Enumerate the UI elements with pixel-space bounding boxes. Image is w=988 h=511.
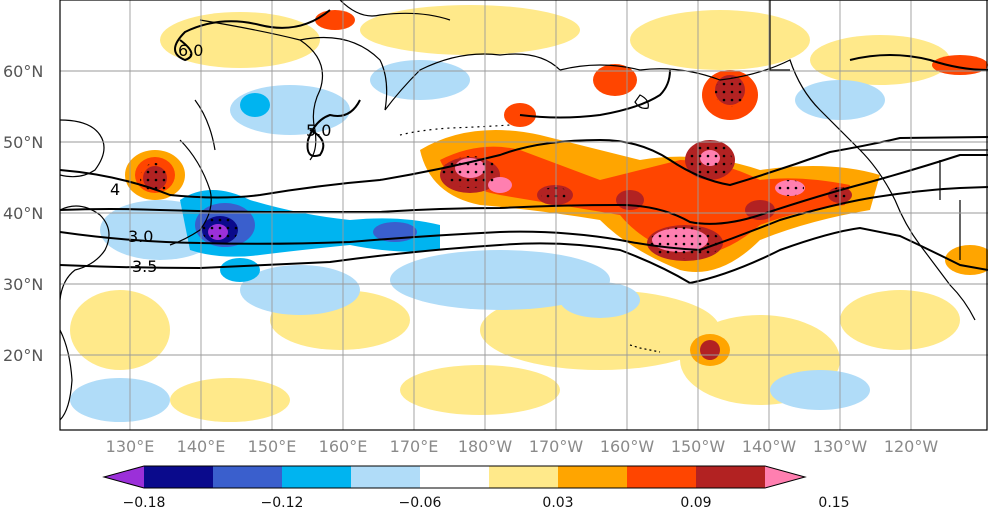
lat-label: 40°N bbox=[3, 204, 43, 223]
colorbar-bin bbox=[558, 466, 627, 488]
colorbar-bin bbox=[696, 466, 765, 488]
colorbar-tick-label: 0.09 bbox=[680, 495, 711, 511]
contour-label: 4 bbox=[110, 180, 120, 199]
lat-label: 60°N bbox=[3, 62, 43, 81]
colorbar-bin bbox=[765, 466, 805, 488]
graticule bbox=[60, 0, 988, 430]
lat-label: 30°N bbox=[3, 275, 43, 294]
colorbar-bin bbox=[351, 466, 420, 488]
lon-label: 130°E bbox=[106, 437, 155, 456]
colorbar-bin bbox=[144, 466, 213, 488]
contour-label: 3.5 bbox=[132, 257, 157, 276]
lon-label: 180°W bbox=[458, 437, 513, 456]
lon-label: 130°W bbox=[813, 437, 868, 456]
lon-label: 160°W bbox=[600, 437, 655, 456]
colorbar bbox=[102, 465, 807, 489]
colorbar-bin bbox=[627, 466, 696, 488]
colorbar-tick-label: −0.18 bbox=[123, 495, 166, 511]
lat-label: 50°N bbox=[3, 133, 43, 152]
contour-labels: 6.0 5.0 4 3.0 3.5 bbox=[110, 41, 331, 276]
lon-label: 140°W bbox=[742, 437, 797, 456]
mean-contours bbox=[60, 9, 988, 285]
significance-stippling bbox=[140, 77, 850, 259]
colorbar-bin bbox=[420, 466, 489, 488]
contour-label: 5.0 bbox=[306, 121, 331, 140]
contour-label: 3.0 bbox=[128, 227, 153, 246]
colorbar-bin bbox=[104, 466, 144, 488]
map-frame bbox=[59, 0, 988, 431]
colorbar-bin bbox=[489, 466, 558, 488]
lon-label: 150°E bbox=[248, 437, 297, 456]
lon-label: 170°E bbox=[390, 437, 439, 456]
lon-label: 140°E bbox=[177, 437, 226, 456]
colorbar-bin bbox=[282, 466, 351, 488]
contour-label: 6.0 bbox=[178, 41, 203, 60]
lon-label: 160°E bbox=[319, 437, 368, 456]
colorbar-bin bbox=[213, 466, 282, 488]
shading-light-positive bbox=[70, 5, 960, 422]
colorbar-tick-labels: −0.18 −0.12 −0.06 0.03 0.09 0.15 bbox=[123, 495, 850, 511]
lon-label: 120°W bbox=[884, 437, 939, 456]
map-content bbox=[60, 0, 988, 422]
latitude-labels: 60°N 50°N 40°N 30°N 20°N bbox=[3, 62, 43, 365]
longitude-labels: 130°E 140°E 150°E 160°E 170°E 180°W 170°… bbox=[106, 437, 939, 456]
colorbar-tick-label: 0.15 bbox=[818, 495, 849, 511]
colorbar-outline bbox=[102, 465, 807, 489]
colorbar-tick-label: 0.03 bbox=[542, 495, 573, 511]
colorbar-tick-label: −0.06 bbox=[399, 495, 442, 511]
coastlines bbox=[60, 0, 988, 421]
lon-label: 170°W bbox=[529, 437, 584, 456]
lat-label: 20°N bbox=[3, 346, 43, 365]
lon-label: 150°W bbox=[671, 437, 726, 456]
colorbar-tick-label: −0.12 bbox=[261, 495, 304, 511]
